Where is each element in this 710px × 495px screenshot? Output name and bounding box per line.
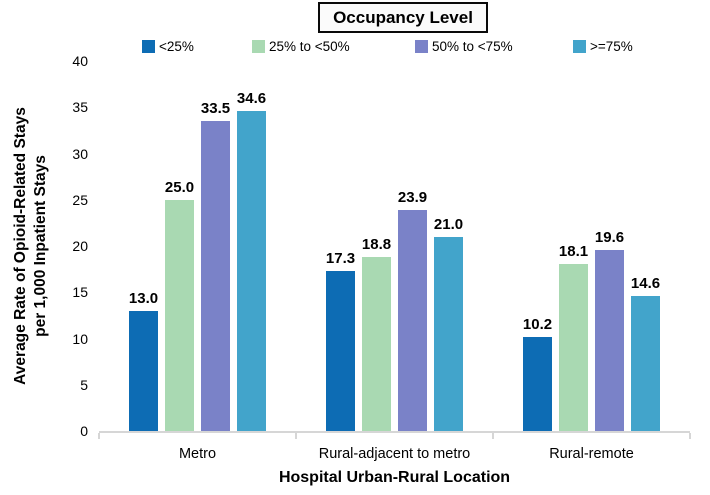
bar-value-label: 23.9 xyxy=(397,188,428,206)
bar-value-label: 10.2 xyxy=(522,315,553,333)
x-axis-title: Hospital Urban-Rural Location xyxy=(278,469,511,486)
plot-area xyxy=(99,61,690,433)
y-tick-label: 5 xyxy=(80,376,88,393)
legend-label: >=75% xyxy=(590,38,633,54)
y-tick-label: 10 xyxy=(72,330,88,347)
bar xyxy=(165,199,194,431)
legend-swatch-icon xyxy=(252,39,265,53)
category-label: Rural-adjacent to metro xyxy=(318,446,471,462)
category-tick xyxy=(492,433,494,439)
bar-value-label: 18.8 xyxy=(361,236,392,254)
y-tick-label: 40 xyxy=(72,53,88,69)
category-tick xyxy=(295,433,297,439)
bar xyxy=(237,110,266,431)
legend-label: <25% xyxy=(159,38,194,54)
bar-value-label: 13.0 xyxy=(128,289,159,307)
bar xyxy=(434,236,463,431)
category-tick xyxy=(98,433,100,439)
y-axis-title: Average Rate of Opioid-Related Stays per… xyxy=(11,36,51,456)
bar-value-label: 33.5 xyxy=(200,100,231,118)
bar-value-label: 14.6 xyxy=(630,274,661,292)
bar xyxy=(326,270,355,431)
category-label: Metro xyxy=(178,446,217,462)
bar-value-label: 17.3 xyxy=(325,249,356,267)
bar xyxy=(523,336,552,431)
bar xyxy=(362,257,391,431)
legend-item: <25% xyxy=(142,38,194,54)
category-label: Rural-remote xyxy=(549,446,634,462)
legend-item: 50% to <75% xyxy=(415,38,513,54)
y-tick-label: 0 xyxy=(80,423,88,439)
legend-swatch-icon xyxy=(415,39,428,53)
bar-value-label: 21.0 xyxy=(433,215,464,233)
bar-value-label: 19.6 xyxy=(594,228,625,246)
bar-value-label: 34.6 xyxy=(236,89,267,107)
y-tick-label: 15 xyxy=(72,284,88,301)
bar xyxy=(595,249,624,431)
y-tick-label: 30 xyxy=(72,145,88,162)
legend-swatch-icon xyxy=(573,39,586,53)
legend-swatch-icon xyxy=(142,39,155,53)
category-tick xyxy=(689,433,691,439)
bar-value-label: 25.0 xyxy=(164,178,195,196)
bar-value-label: 18.1 xyxy=(558,242,589,260)
bar xyxy=(398,209,427,431)
legend-title: Occupancy Level xyxy=(333,7,473,27)
legend-title-box: Occupancy Level xyxy=(318,2,488,33)
legend-label: 25% to <50% xyxy=(269,38,350,54)
bar xyxy=(631,295,660,431)
legend-item: 25% to <50% xyxy=(252,38,350,54)
y-axis-title-line1: Average Rate of Opioid-Related Stays xyxy=(12,107,29,385)
legend-label: 50% to <75% xyxy=(432,38,513,54)
legend-item: >=75% xyxy=(573,38,633,54)
y-tick-label: 20 xyxy=(72,238,88,254)
y-tick-label: 25 xyxy=(72,191,88,208)
y-tick-label: 35 xyxy=(72,99,88,116)
bar xyxy=(129,310,158,431)
bar xyxy=(201,121,230,431)
bar xyxy=(559,263,588,431)
